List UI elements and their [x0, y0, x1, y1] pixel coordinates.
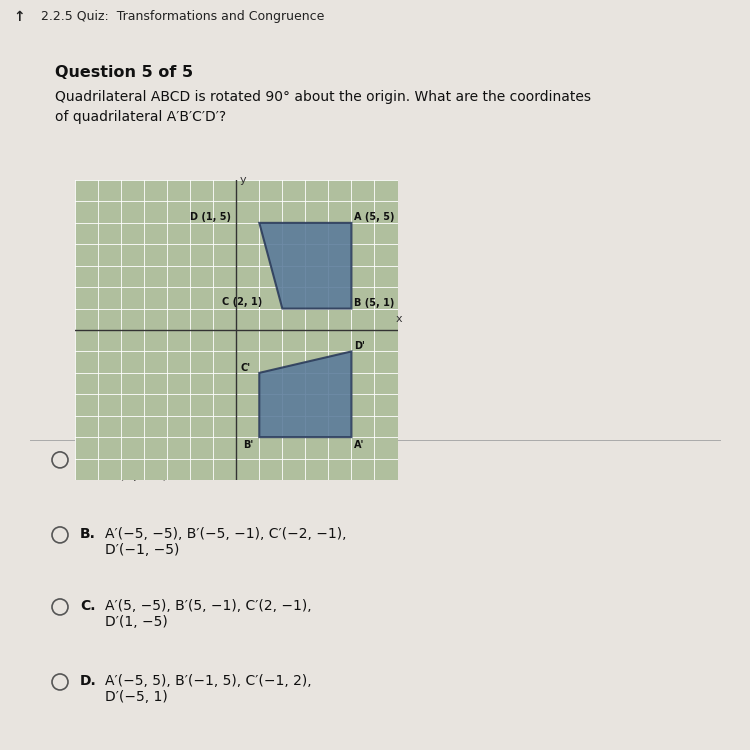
Text: of quadrilateral A′B′C′D′?: of quadrilateral A′B′C′D′? [55, 110, 226, 124]
Text: C (2, 1): C (2, 1) [223, 297, 262, 307]
Text: Question 5 of 5: Question 5 of 5 [55, 64, 194, 80]
Text: Quadrilateral ABCD is rotated 90° about the origin. What are the coordinates: Quadrilateral ABCD is rotated 90° about … [55, 90, 591, 104]
Text: B (5, 1): B (5, 1) [354, 298, 394, 308]
Text: B': B' [243, 440, 254, 450]
Polygon shape [260, 352, 352, 437]
Text: D′(−1, −5): D′(−1, −5) [105, 543, 179, 557]
Text: D': D' [354, 341, 364, 351]
Text: C.: C. [80, 599, 95, 613]
Text: A′(5, −5), B′(1, −5), C′(1, −2),: A′(5, −5), B′(1, −5), C′(1, −2), [105, 452, 312, 466]
Text: D′(5, −1): D′(5, −1) [105, 468, 168, 482]
Text: A (5, 5): A (5, 5) [354, 211, 395, 222]
Text: D.: D. [80, 674, 97, 688]
Text: D′(−5, 1): D′(−5, 1) [105, 690, 168, 704]
Text: A.: A. [80, 452, 96, 466]
Text: x: x [395, 314, 402, 325]
Text: 2.2.5 Quiz:  Transformations and Congruence: 2.2.5 Quiz: Transformations and Congruen… [41, 10, 325, 23]
Polygon shape [260, 223, 352, 308]
Text: A′(−5, −5), B′(−5, −1), C′(−2, −1),: A′(−5, −5), B′(−5, −1), C′(−2, −1), [105, 527, 346, 541]
Text: y: y [240, 176, 246, 185]
Text: D′(1, −5): D′(1, −5) [105, 615, 168, 629]
Text: B.: B. [80, 527, 96, 541]
Text: A′(−5, 5), B′(−1, 5), C′(−1, 2),: A′(−5, 5), B′(−1, 5), C′(−1, 2), [105, 674, 312, 688]
Text: C': C' [241, 363, 251, 373]
Text: A': A' [354, 440, 364, 450]
Text: D (1, 5): D (1, 5) [190, 211, 231, 222]
Text: ↑: ↑ [13, 10, 25, 24]
Text: A′(5, −5), B′(5, −1), C′(2, −1),: A′(5, −5), B′(5, −1), C′(2, −1), [105, 599, 312, 613]
